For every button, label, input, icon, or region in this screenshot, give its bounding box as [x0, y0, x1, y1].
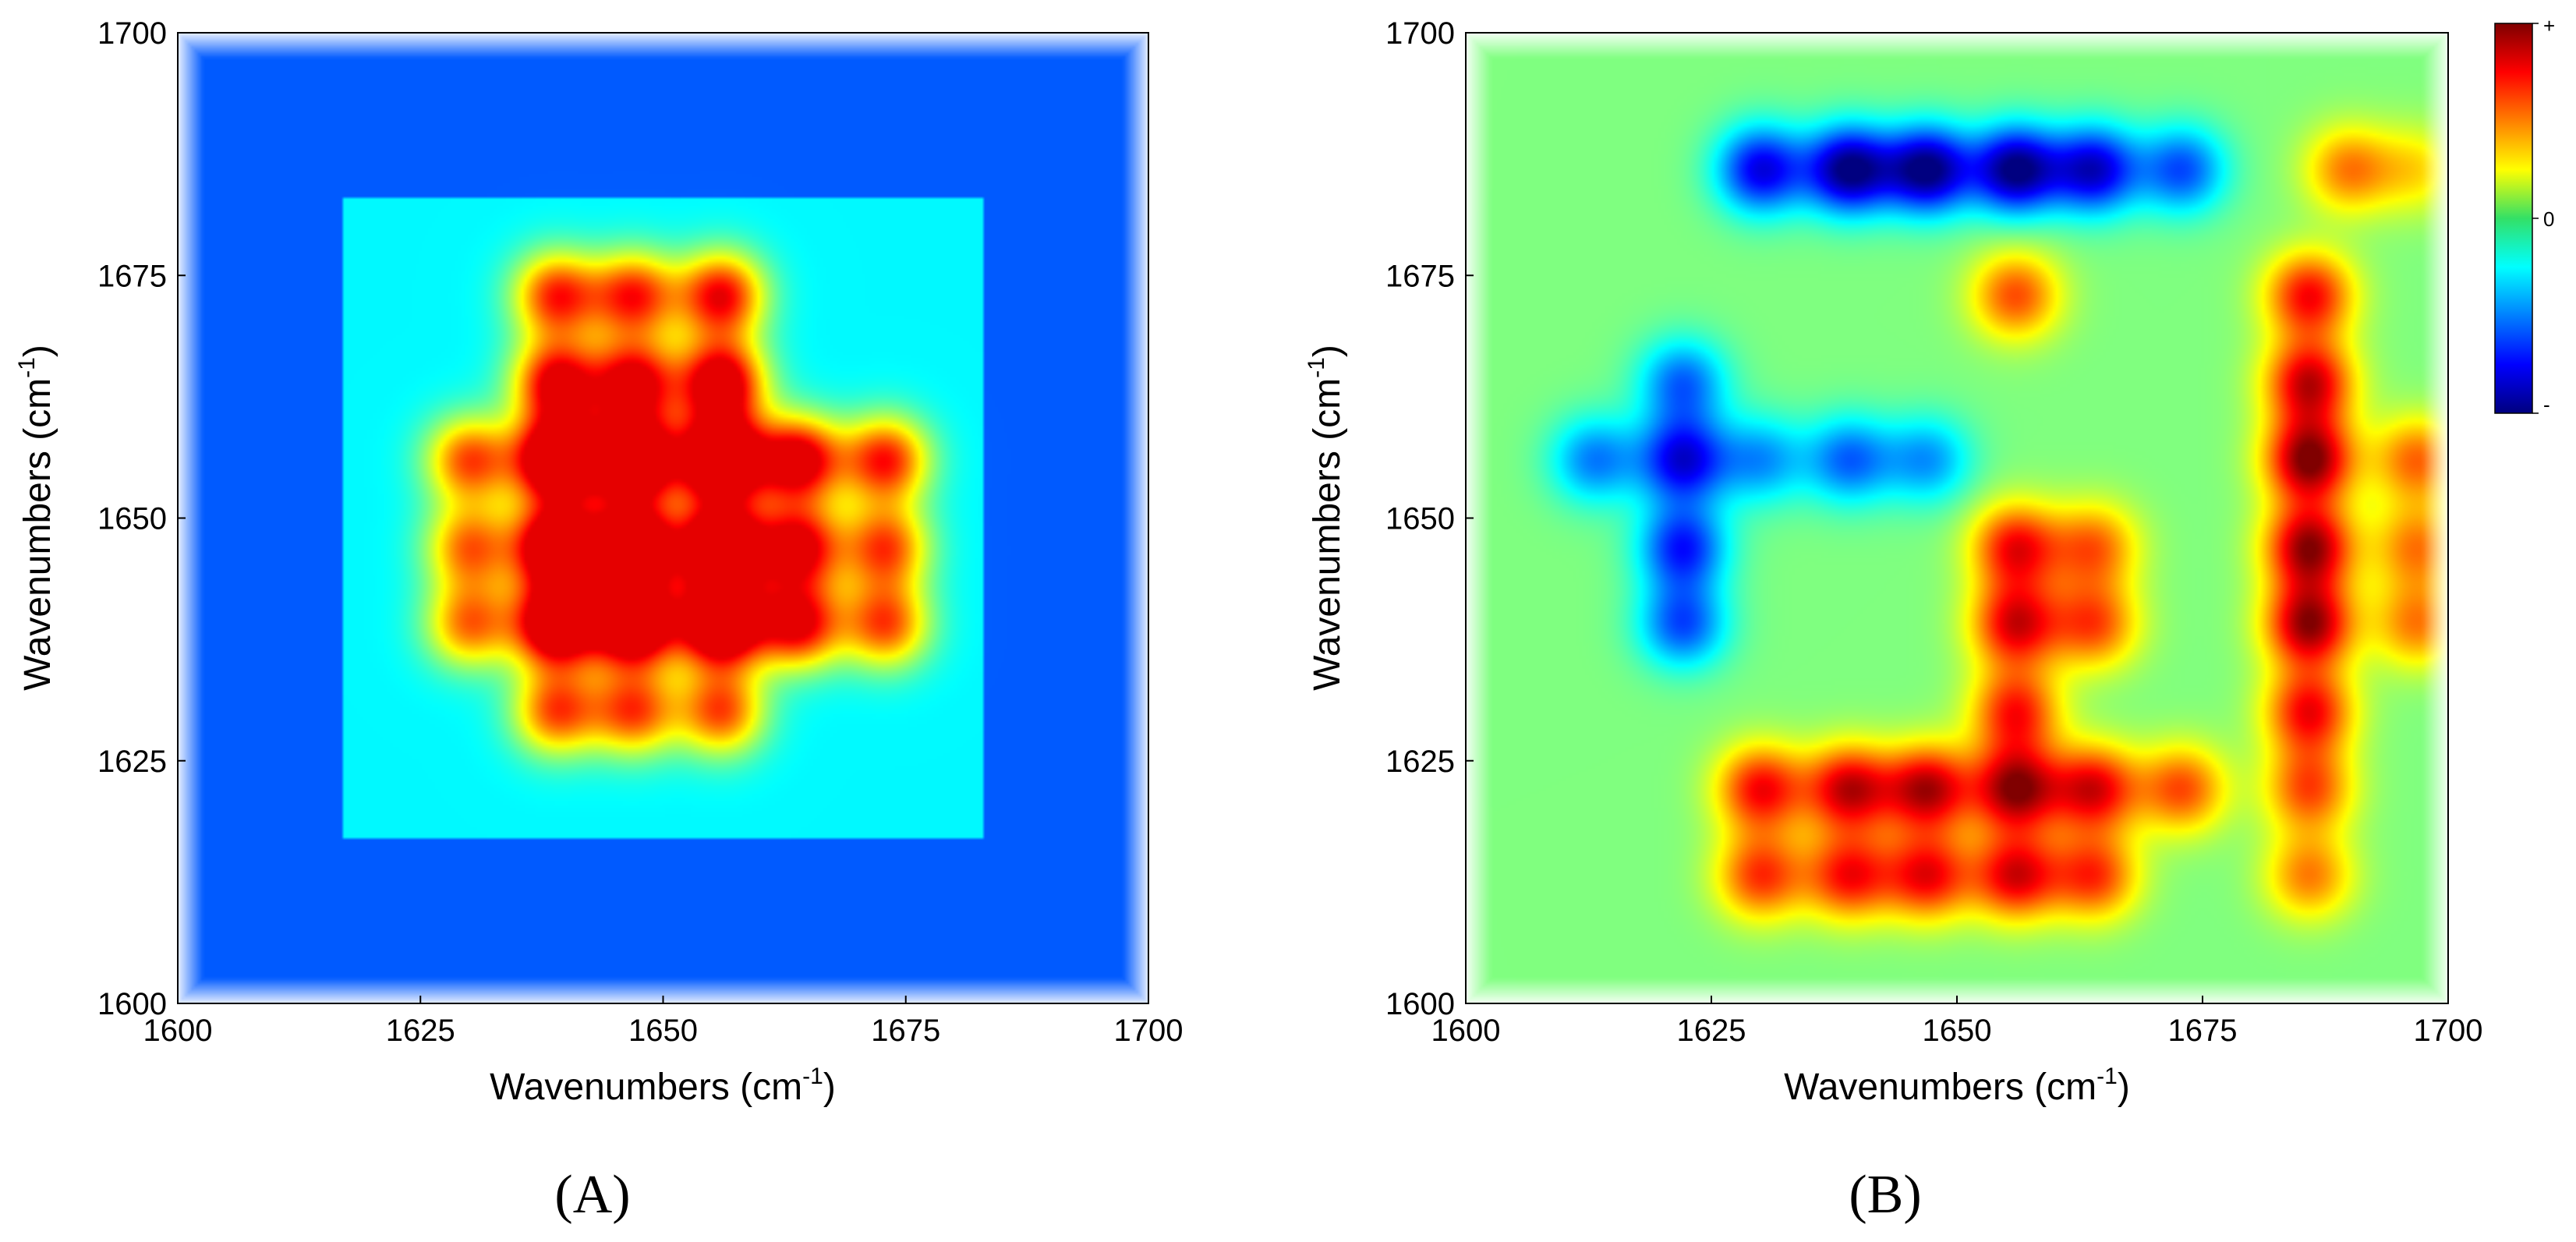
x-axis-title-a: Wavenumbers (cm-1)	[490, 1063, 836, 1108]
x-tick-label-a: 1600	[143, 1014, 213, 1048]
panel-label-a: (A)	[554, 1165, 630, 1225]
x-tick-labels-b: 1600 1625 1650 1675 1700	[1431, 996, 2483, 1048]
colorbar: + 0 -	[2494, 14, 2555, 416]
x-tick-label-a: 1675	[871, 1014, 940, 1048]
colorbar-scale	[2494, 23, 2533, 414]
y-axis-title-a: Wavenumbers (cm-1)	[14, 345, 58, 691]
x-tick-label-a: 1650	[628, 1014, 698, 1048]
y-tick-label-b: 1625	[1385, 745, 1455, 779]
y-tick-label-b: 1600	[1385, 987, 1455, 1021]
x-tick-label-a: 1625	[386, 1014, 455, 1048]
x-tick-label-b: 1650	[1923, 1014, 1992, 1048]
y-tick-label-b: 1675	[1385, 259, 1455, 293]
y-tick-labels-b: 1600 1625 1650 1675 1700	[1385, 16, 1474, 1021]
y-axis-title-b: Wavenumbers (cm-1)	[1304, 345, 1348, 691]
y-tick-label-a: 1650	[97, 502, 167, 536]
y-tick-label-a: 1625	[97, 745, 167, 779]
colorbar-mid-label: 0	[2543, 207, 2554, 231]
y-tick-label-a: 1700	[97, 16, 167, 51]
y-tick-labels-a: 1600 1625 1650 1675 1700	[97, 16, 186, 1021]
x-tick-label-b: 1675	[2168, 1014, 2238, 1048]
panel-label-b: (B)	[1849, 1165, 1921, 1225]
heatmap-image-a	[178, 33, 1148, 1003]
y-tick-label-a: 1675	[97, 259, 167, 293]
panel-a: 1600 1625 1650 1675 1700 1600 1625 1650 1675 170…	[14, 16, 1183, 1225]
x-tick-label-b: 1700	[2414, 1014, 2483, 1048]
x-tick-labels-a: 1600 1625 1650 1675 1700	[143, 996, 1184, 1048]
x-tick-label-b: 1625	[1677, 1014, 1746, 1048]
colorbar-bottom-label: -	[2543, 393, 2550, 416]
colorbar-top-label: +	[2543, 14, 2555, 37]
x-tick-label-b: 1600	[1431, 1014, 1501, 1048]
y-tick-label-b: 1650	[1385, 502, 1455, 536]
y-tick-label-b: 1700	[1385, 16, 1455, 51]
x-tick-label-a: 1700	[1114, 1014, 1184, 1048]
x-axis-title-b: Wavenumbers (cm-1)	[1784, 1063, 2130, 1108]
panel-b: 1600 1625 1650 1675 1700 1600 1625 1650 1675 170…	[1304, 14, 2555, 1225]
heatmap-image-b	[1466, 33, 2448, 1003]
y-tick-label-a: 1600	[97, 987, 167, 1021]
